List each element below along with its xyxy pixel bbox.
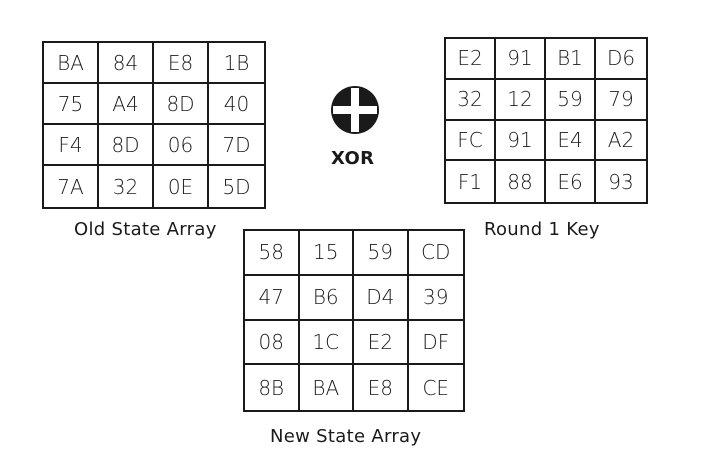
round-key-label: Round 1 Key (484, 219, 600, 240)
matrix-cell: 1C (299, 320, 354, 366)
new-state-label: New State Array (270, 426, 422, 447)
matrix-cell: BA (300, 365, 354, 410)
matrix-cell: 32 (446, 79, 496, 121)
matrix-cell: 06 (154, 125, 209, 166)
xor-label: XOR (331, 148, 375, 169)
matrix-cell: 59 (354, 231, 409, 276)
matrix-cell: 8B (245, 365, 300, 410)
matrix-cell: A4 (99, 84, 154, 125)
matrix-cell: 5D (222, 174, 251, 199)
matrix-cell: 12 (496, 79, 546, 121)
matrix-cell: E4 (546, 120, 596, 162)
matrix-cell: B6 (299, 275, 354, 321)
matrix-cell: E8 (154, 43, 209, 84)
new-state-array: 58 15 59 CD 47 B6 D4 39 08 1C E2 DF 8B BA E8 CE (243, 229, 465, 412)
matrix-cell: 79 (596, 80, 646, 121)
matrix-cell: 88 (496, 161, 546, 202)
matrix-cell: 91 (496, 120, 546, 162)
matrix-cell: BA (44, 43, 99, 84)
matrix-cell: E8 (354, 365, 409, 410)
matrix-cell: 58 (245, 231, 300, 276)
matrix-cell: CD (408, 231, 463, 276)
matrix-cell: 7A (44, 166, 99, 207)
matrix-cell: 40 (209, 84, 264, 125)
matrix-cell: 75 (44, 84, 99, 125)
matrix-cell: D4 (354, 275, 409, 321)
matrix-cell: 8D (154, 84, 209, 125)
matrix-cell: A2 (596, 121, 646, 162)
round-key-array: E2 91 B1 D6 32 12 59 79 FC 91 E4 A2 F1 88 E6 93 (444, 37, 648, 204)
matrix-cell: 0E (154, 166, 209, 207)
matrix-cell: 08 (245, 320, 300, 366)
old-state-label: Old State Array (74, 219, 217, 240)
matrix-cell: 15 (299, 231, 354, 276)
matrix-cell: D6 (596, 39, 646, 80)
matrix-cell: 59 (546, 79, 596, 121)
matrix-cell: F4 (44, 125, 99, 166)
matrix-cell: CE (422, 375, 450, 400)
matrix-cell: 91 (496, 39, 546, 80)
matrix-cell: B1 (546, 39, 596, 80)
matrix-cell: 47 (245, 275, 300, 321)
matrix-cell: 32 (99, 166, 154, 207)
matrix-cell: 8D (99, 125, 154, 166)
matrix-cell: E2 (354, 320, 409, 366)
matrix-cell: E2 (446, 39, 496, 80)
matrix-cell: 39 (408, 276, 463, 321)
matrix-cell: DF (408, 321, 463, 366)
matrix-cell: 1B (209, 43, 264, 84)
matrix-cell: 7D (209, 125, 264, 166)
matrix-cell: E6 (546, 161, 596, 202)
xor-icon (331, 86, 379, 134)
matrix-cell: 93 (608, 169, 634, 194)
old-state-array: BA 84 E8 1B 75 A4 8D 40 F4 8D 06 7D 7A 32 0E 5D (42, 41, 266, 209)
matrix-cell: F1 (446, 161, 496, 202)
matrix-cell: 84 (99, 43, 154, 84)
matrix-cell: FC (446, 120, 496, 162)
